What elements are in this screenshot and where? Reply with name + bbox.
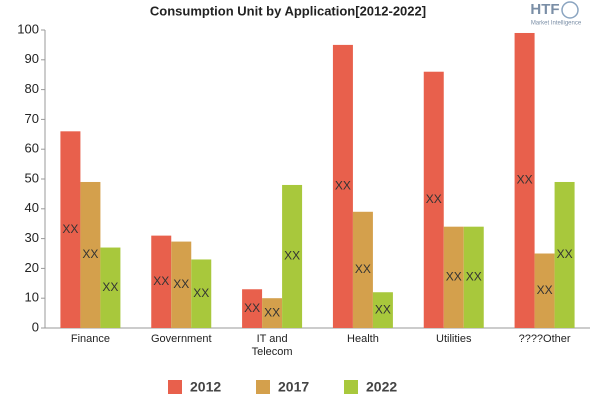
y-tick-label: 0	[32, 319, 39, 334]
y-tick-label: 20	[25, 260, 39, 275]
bar	[151, 235, 172, 328]
y-tick-label: 60	[25, 141, 39, 156]
value-label: XX	[355, 262, 371, 276]
value-label: XX	[375, 302, 391, 316]
value-label: XX	[264, 305, 280, 319]
value-label: XX	[82, 247, 98, 261]
x-tick-label: Utilities	[436, 333, 472, 345]
logo: HTF Market Intelligence	[530, 1, 581, 27]
y-tick-label: 70	[25, 111, 39, 126]
legend-label: 2017	[278, 379, 309, 395]
x-tick-label: Health	[347, 333, 379, 345]
bar	[534, 253, 555, 328]
bar	[60, 131, 81, 328]
logo-icon	[561, 1, 579, 19]
x-tick-label: ????Other	[519, 333, 571, 345]
legend-label: 2012	[190, 379, 221, 395]
value-label: XX	[446, 270, 462, 284]
bar	[191, 259, 212, 328]
bar	[423, 71, 444, 328]
bar	[332, 44, 353, 329]
bar	[282, 184, 303, 328]
logo-mark: HTF	[530, 1, 559, 18]
bar	[352, 211, 373, 328]
x-tick-label: IT and Telecom	[252, 333, 293, 358]
bar	[554, 181, 575, 328]
legend-swatch	[168, 380, 182, 394]
legend-swatch	[256, 380, 270, 394]
bar	[80, 181, 101, 328]
bar	[100, 247, 121, 328]
value-label: XX	[244, 301, 260, 315]
chart-title: Consumption Unit by Application[2012-202…	[150, 3, 426, 18]
bar	[372, 292, 393, 328]
bar	[514, 32, 535, 328]
y-tick-label: 50	[25, 170, 39, 185]
y-tick-label: 30	[25, 230, 39, 245]
value-label: XX	[173, 277, 189, 291]
value-label: XX	[62, 222, 78, 236]
value-label: XX	[517, 173, 533, 187]
y-tick-label: 100	[17, 21, 39, 36]
bar	[171, 241, 192, 328]
y-tick-label: 90	[25, 51, 39, 66]
y-tick-label: 40	[25, 200, 39, 215]
x-tick-label: Finance	[71, 333, 110, 345]
value-label: XX	[557, 247, 573, 261]
bar	[463, 226, 484, 328]
y-tick-label: 80	[25, 81, 39, 96]
legend-swatch	[344, 380, 358, 394]
bar	[262, 298, 283, 328]
value-label: XX	[426, 192, 442, 206]
bar	[242, 289, 263, 328]
value-label: XX	[335, 179, 351, 193]
value-label: XX	[102, 280, 118, 294]
y-tick-label: 10	[25, 290, 39, 305]
x-tick-label: Government	[151, 333, 212, 345]
value-label: XX	[466, 270, 482, 284]
value-label: XX	[153, 274, 169, 288]
value-label: XX	[284, 249, 300, 263]
value-label: XX	[193, 286, 209, 300]
legend-label: 2022	[366, 379, 397, 395]
value-label: XX	[537, 283, 553, 297]
logo-tagline: Market Intelligence	[531, 21, 582, 27]
bar	[443, 226, 464, 328]
